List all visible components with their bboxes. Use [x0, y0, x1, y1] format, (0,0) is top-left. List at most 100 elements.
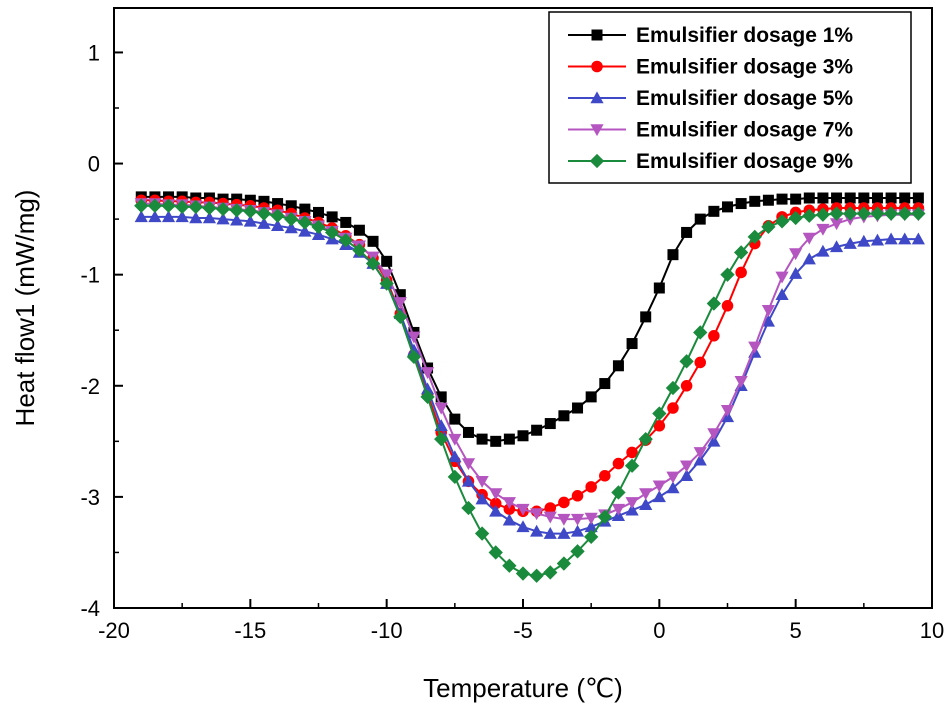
- data-point: [202, 200, 217, 216]
- data-point: [326, 211, 338, 223]
- x-axis-title: Temperature (℃): [423, 673, 623, 703]
- data-point: [544, 418, 556, 430]
- data-point: [706, 296, 722, 311]
- data-point: [435, 391, 447, 403]
- data-point: [284, 221, 298, 234]
- data-point: [708, 330, 720, 342]
- data-point: [297, 215, 313, 230]
- data-point: [338, 233, 353, 248]
- legend-item-2: Emulsifier dosage 3%: [568, 56, 853, 79]
- data-point: [516, 503, 530, 516]
- data-point: [489, 504, 503, 517]
- data-point: [898, 232, 912, 245]
- data-point: [502, 497, 516, 510]
- data-point: [256, 206, 272, 221]
- data-point: [829, 218, 844, 231]
- data-point: [448, 433, 462, 446]
- data-point: [257, 216, 271, 229]
- x-tick-label: -5: [513, 618, 533, 643]
- data-point: [175, 210, 189, 223]
- data-point: [693, 453, 707, 466]
- legend-marker: [590, 91, 604, 104]
- data-point: [775, 288, 789, 300]
- data-point: [161, 210, 176, 223]
- data-point: [490, 435, 502, 447]
- data-point: [761, 304, 775, 317]
- data-point: [665, 380, 681, 396]
- data-point: [857, 234, 871, 247]
- data-point: [558, 410, 570, 422]
- data-point: [570, 513, 585, 526]
- data-point: [829, 206, 844, 221]
- legend: Emulsifier dosage 1% Emulsifier dosage 3%…: [548, 11, 912, 184]
- data-point: [161, 198, 176, 213]
- data-point: [299, 203, 311, 215]
- data-point: [611, 503, 626, 516]
- data-point: [694, 213, 706, 225]
- data-point: [502, 558, 517, 573]
- data-point: [557, 513, 571, 526]
- x-tick-label: -10: [371, 618, 403, 643]
- data-point: [652, 480, 666, 493]
- data-point: [790, 193, 802, 205]
- data-point: [515, 566, 531, 581]
- data-point: [802, 232, 816, 245]
- data-point: [530, 524, 544, 537]
- data-point: [883, 206, 899, 221]
- data-point: [626, 446, 638, 459]
- y-tick-label: 1: [88, 40, 100, 65]
- y-tick-label: -4: [80, 596, 100, 621]
- data-point: [626, 338, 638, 350]
- data-point: [353, 224, 365, 236]
- data-point: [365, 256, 381, 271]
- data-point: [474, 526, 490, 541]
- y-tick-label: -2: [80, 374, 100, 399]
- data-point: [897, 206, 912, 221]
- data-point: [367, 235, 379, 247]
- data-point: [516, 520, 530, 533]
- data-point: [816, 223, 830, 236]
- data-point: [189, 211, 203, 224]
- data-point: [584, 520, 598, 533]
- series-line: [141, 195, 919, 443]
- data-point: [815, 207, 831, 222]
- data-point: [653, 282, 665, 294]
- legend-marker: [589, 153, 605, 169]
- data-point: [311, 219, 326, 235]
- data-point: [393, 309, 408, 325]
- data-point: [517, 430, 529, 442]
- data-point: [488, 545, 503, 560]
- data-point: [652, 406, 667, 421]
- data-point: [816, 244, 830, 257]
- series-line: [141, 204, 919, 577]
- data-point: [639, 498, 653, 510]
- x-tick-label: -20: [98, 618, 130, 643]
- data-point: [831, 192, 843, 204]
- data-point: [624, 458, 640, 473]
- data-point: [612, 360, 624, 372]
- data-point: [885, 192, 897, 204]
- data-point: [748, 341, 762, 354]
- data-point: [352, 243, 367, 258]
- data-point: [570, 524, 585, 537]
- y-tick-label: 0: [88, 152, 100, 177]
- data-point: [856, 206, 871, 221]
- data-point: [789, 248, 803, 261]
- legend-label: Emulsifier dosage 9%: [636, 150, 853, 173]
- legend-item-3: Emulsifier dosage 5%: [568, 87, 853, 110]
- x-tick-label: 5: [790, 618, 802, 643]
- data-point: [911, 232, 925, 245]
- y-axis-title: Heat flow1 (mW/mg): [10, 190, 40, 427]
- data-point: [762, 194, 774, 206]
- data-point: [544, 502, 557, 514]
- data-point: [680, 380, 693, 392]
- data-point: [666, 481, 680, 494]
- data-point: [489, 488, 503, 501]
- data-point: [638, 431, 653, 447]
- x-tick-label: 0: [653, 618, 665, 643]
- data-point: [258, 195, 270, 207]
- legend-item-5: Emulsifier dosage 9%: [568, 150, 853, 173]
- data-point: [871, 192, 883, 204]
- data-point: [912, 192, 924, 204]
- data-point: [202, 211, 217, 224]
